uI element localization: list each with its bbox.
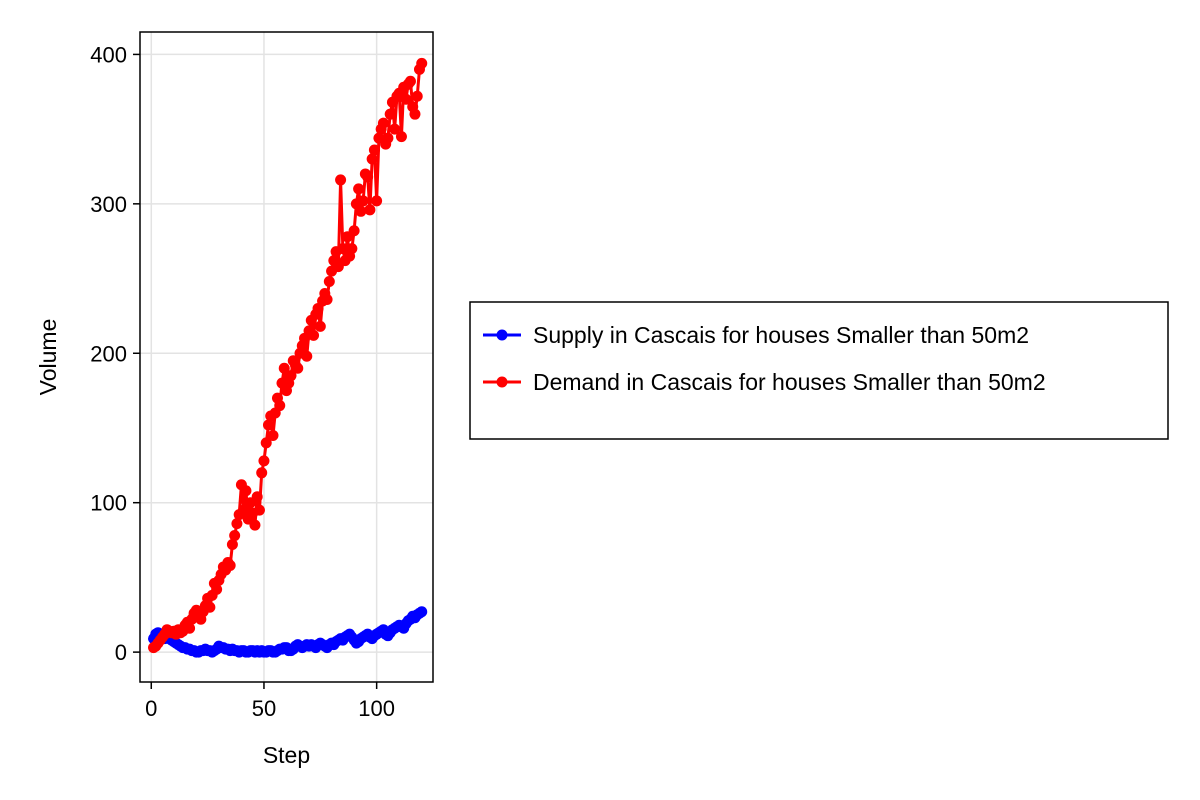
data-point xyxy=(323,276,335,288)
series-layer xyxy=(148,57,428,658)
data-point xyxy=(224,559,236,571)
data-point xyxy=(400,93,412,105)
data-point xyxy=(260,437,272,449)
data-point xyxy=(308,329,320,341)
legend-item: Supply in Cascais for houses Smaller tha… xyxy=(483,322,1029,348)
series-line xyxy=(152,62,424,649)
y-tick-label: 200 xyxy=(90,341,127,366)
data-point xyxy=(416,57,428,69)
data-point xyxy=(348,225,360,237)
data-point xyxy=(368,144,380,156)
data-point xyxy=(371,195,383,207)
data-point xyxy=(292,362,304,374)
data-point xyxy=(278,362,290,374)
data-point xyxy=(384,108,396,120)
legend-marker xyxy=(496,376,508,388)
data-point xyxy=(238,504,250,516)
axis-ticks: 0 50 100 0 100 200 300 400 xyxy=(90,42,395,721)
data-point xyxy=(240,485,252,497)
series-demand xyxy=(148,57,428,654)
data-point xyxy=(184,622,196,634)
data-point xyxy=(377,117,389,129)
data-point xyxy=(389,123,401,135)
data-point xyxy=(251,491,263,503)
data-point xyxy=(346,243,358,255)
x-tick-label: 0 xyxy=(145,696,157,721)
data-point xyxy=(382,132,394,144)
legend: Supply in Cascais for houses Smaller tha… xyxy=(469,301,1169,440)
data-point xyxy=(404,75,416,87)
x-tick-label: 100 xyxy=(358,696,395,721)
data-point xyxy=(262,419,274,431)
data-point xyxy=(335,174,347,186)
data-point xyxy=(314,320,326,332)
data-point xyxy=(204,601,216,613)
x-axis-title: Step xyxy=(263,742,310,768)
data-point xyxy=(395,131,407,143)
legend-label: Demand in Cascais for houses Smaller tha… xyxy=(533,369,1046,395)
legend-marker xyxy=(496,329,508,341)
data-point xyxy=(301,350,313,362)
data-point xyxy=(362,171,374,183)
plot-frame xyxy=(139,31,434,683)
y-tick-label: 300 xyxy=(90,192,127,217)
data-point xyxy=(357,195,369,207)
y-axis-title: Volume xyxy=(35,319,61,396)
data-point xyxy=(249,519,261,531)
data-point xyxy=(411,90,423,102)
data-point xyxy=(353,183,365,195)
data-point xyxy=(274,400,286,412)
data-point xyxy=(258,455,270,467)
data-point xyxy=(337,243,349,255)
data-point xyxy=(231,518,243,530)
data-point xyxy=(321,293,333,305)
data-point xyxy=(253,504,265,516)
y-tick-label: 100 xyxy=(90,491,127,516)
y-tick-label: 400 xyxy=(90,42,127,67)
legend-item: Demand in Cascais for houses Smaller tha… xyxy=(483,369,1046,395)
data-point xyxy=(211,583,223,595)
data-point xyxy=(256,467,268,479)
data-point xyxy=(355,205,367,217)
x-tick-label: 50 xyxy=(252,696,276,721)
data-point xyxy=(364,204,376,216)
data-point xyxy=(416,606,428,618)
legend-box xyxy=(469,301,1169,440)
data-point xyxy=(285,370,297,382)
data-point xyxy=(366,153,378,165)
y-tick-label: 0 xyxy=(115,640,127,665)
data-point xyxy=(226,539,238,551)
legend-label: Supply in Cascais for houses Smaller tha… xyxy=(533,322,1029,348)
data-point xyxy=(409,108,421,120)
data-point xyxy=(267,429,279,441)
data-point xyxy=(229,530,241,542)
